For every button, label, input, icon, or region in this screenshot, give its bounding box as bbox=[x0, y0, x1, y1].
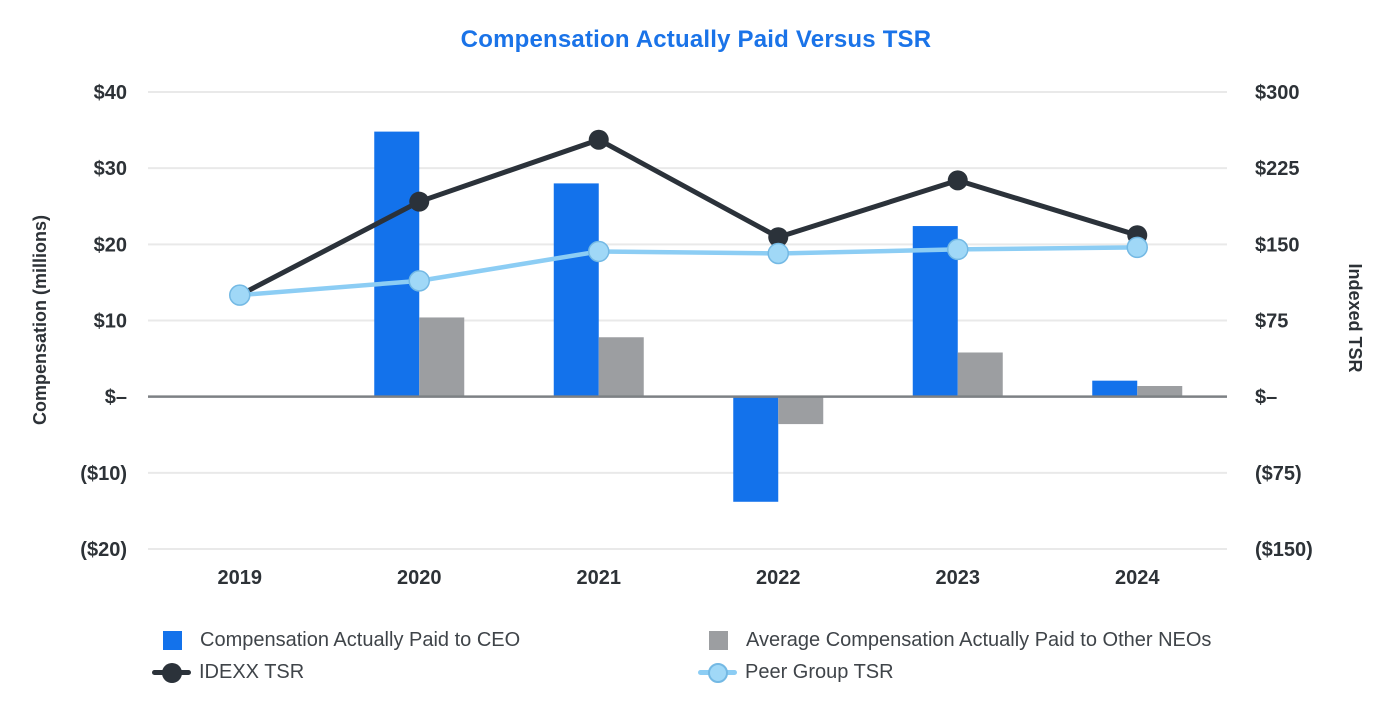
ceo-bar-swatch-icon bbox=[163, 631, 182, 650]
legend-label-ceo: Compensation Actually Paid to CEO bbox=[200, 629, 521, 651]
idexx-tsr-point-2022 bbox=[768, 227, 789, 248]
peer-tsr-point-2021 bbox=[588, 240, 610, 263]
ceo-bar-2021 bbox=[553, 183, 599, 397]
legend-item-peer-tsr: Peer Group TSR bbox=[698, 661, 894, 684]
right-axis-tick: $300 bbox=[1255, 82, 1300, 104]
left-axis-title: Compensation (millions) bbox=[30, 215, 50, 425]
peer-tsr-point-2020 bbox=[408, 270, 430, 292]
left-axis-tick: ($10) bbox=[80, 463, 127, 485]
neo-bar-2024 bbox=[1137, 386, 1183, 397]
left-axis-tick: ($20) bbox=[80, 539, 127, 561]
x-axis-label-2020: 2020 bbox=[397, 567, 442, 589]
legend-item-neo: Average Compensation Actually Paid to Ot… bbox=[709, 629, 1211, 652]
peer-marker-dot bbox=[707, 662, 728, 683]
neo-bar-swatch-icon bbox=[709, 631, 728, 650]
left-axis-tick: $– bbox=[105, 387, 127, 409]
legend-label-idexx-tsr: IDEXX TSR bbox=[199, 661, 305, 683]
right-axis-tick: ($150) bbox=[1255, 539, 1313, 561]
left-axis-tick: $40 bbox=[94, 82, 127, 104]
peer-tsr-point-2019 bbox=[229, 284, 251, 306]
chart-title: Compensation Actually Paid Versus TSR bbox=[460, 26, 932, 53]
idexx-tsr-point-2021 bbox=[588, 129, 609, 150]
left-axis-tick: $30 bbox=[94, 158, 127, 180]
right-axis-tick: ($75) bbox=[1255, 463, 1302, 485]
right-axis-tick: $75 bbox=[1255, 311, 1288, 333]
right-axis-tick: $150 bbox=[1255, 234, 1300, 256]
left-axis-tick: $20 bbox=[94, 234, 127, 256]
legend-label-neo: Average Compensation Actually Paid to Ot… bbox=[746, 629, 1212, 651]
x-axis-label-2024: 2024 bbox=[1115, 567, 1160, 589]
neo-bar-2023 bbox=[957, 352, 1003, 397]
peer-tsr-point-2023 bbox=[947, 238, 969, 261]
ceo-bar-2020 bbox=[374, 131, 420, 397]
right-axis-title: Indexed TSR bbox=[1345, 263, 1365, 372]
neo-bar-2020 bbox=[419, 317, 465, 397]
left-axis-tick: $10 bbox=[94, 311, 127, 333]
legend-item-idexx-tsr: IDEXX TSR bbox=[152, 661, 304, 684]
x-axis-label-2021: 2021 bbox=[577, 567, 622, 589]
plot-area: $40 $30 $20 $10 $– ($10) ($20) $300 $225 $150 $75 $… bbox=[30, 82, 1365, 589]
idexx-line-marker-icon bbox=[152, 662, 191, 684]
right-axis-tick: $225 bbox=[1255, 158, 1300, 180]
neo-bar-2022 bbox=[778, 396, 824, 425]
ceo-bar-2024 bbox=[1092, 380, 1138, 397]
peer-tsr-point-2024 bbox=[1126, 236, 1148, 259]
idexx-tsr-point-2020 bbox=[409, 191, 430, 212]
peer-line-marker-icon bbox=[698, 662, 737, 684]
x-axis-label-2023: 2023 bbox=[936, 567, 981, 589]
neo-bar-2021 bbox=[598, 337, 644, 397]
idexx-marker-dot bbox=[161, 662, 182, 683]
right-axis-tick: $– bbox=[1255, 387, 1277, 409]
x-axis-label-2019: 2019 bbox=[218, 567, 263, 589]
idexx-tsr-line bbox=[237, 137, 1140, 298]
peer-tsr-line bbox=[237, 245, 1140, 298]
x-axis-label-2022: 2022 bbox=[756, 567, 801, 589]
idexx-tsr-point-2023 bbox=[947, 170, 968, 191]
peer-tsr-point-2022 bbox=[767, 242, 789, 265]
legend-item-ceo: Compensation Actually Paid to CEO bbox=[163, 629, 520, 652]
legend-label-peer-tsr: Peer Group TSR bbox=[745, 661, 894, 683]
ceo-bar-2022 bbox=[733, 396, 779, 502]
